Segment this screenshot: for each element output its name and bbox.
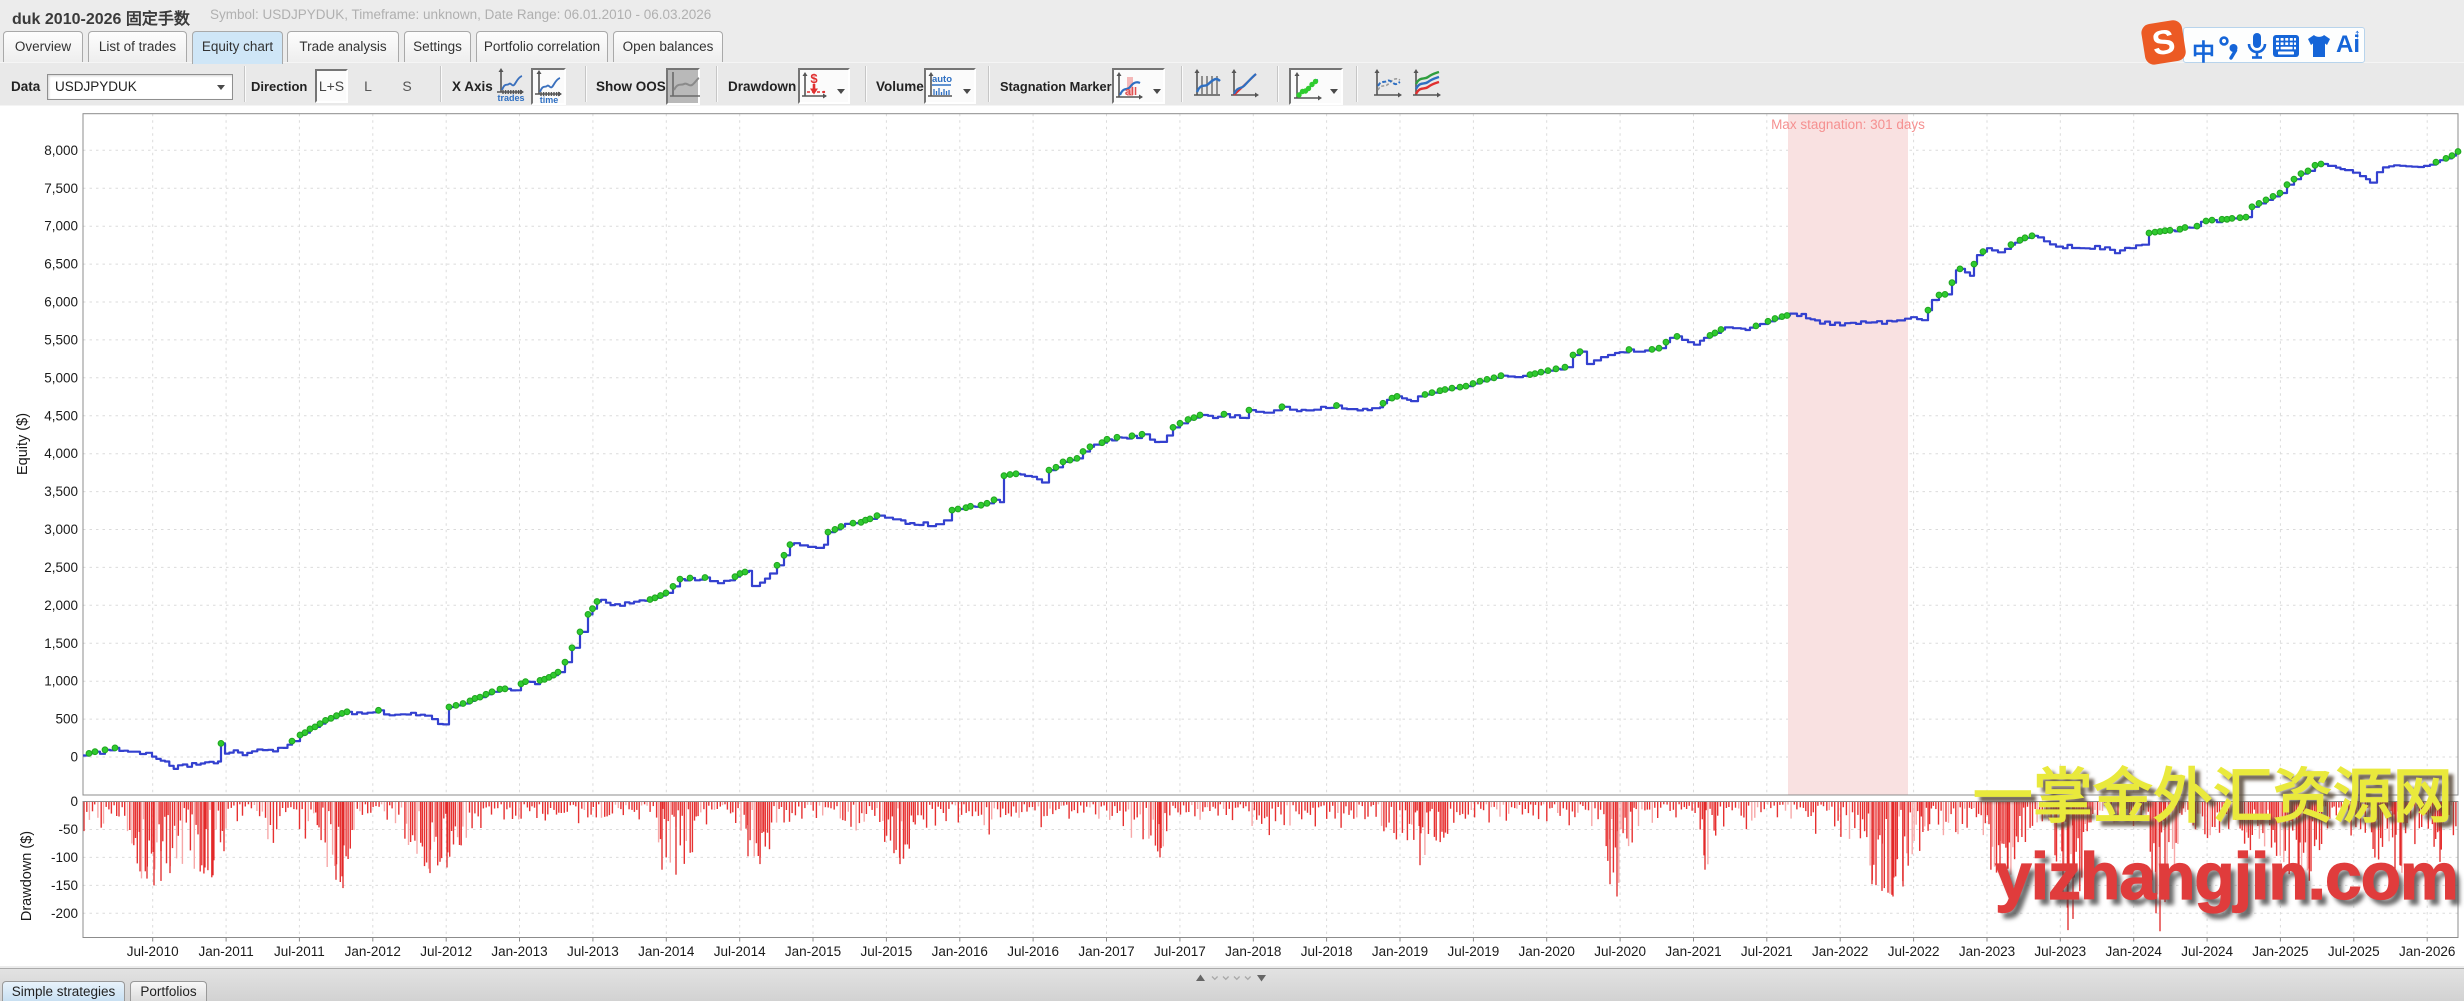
svg-text:Jan-2026: Jan-2026: [2399, 944, 2455, 959]
svg-text:5,500: 5,500: [44, 332, 78, 347]
svg-text:Jan-2014: Jan-2014: [638, 944, 695, 959]
svg-text:-50: -50: [58, 822, 78, 837]
svg-text:0: 0: [70, 794, 78, 809]
svg-text:Jan-2025: Jan-2025: [2252, 944, 2308, 959]
svg-text:Jul-2018: Jul-2018: [1301, 944, 1353, 959]
svg-text:Jan-2011: Jan-2011: [198, 944, 253, 959]
svg-text:Jan-2019: Jan-2019: [1372, 944, 1428, 959]
svg-text:Jul-2017: Jul-2017: [1154, 944, 1206, 959]
svg-text:Jan-2012: Jan-2012: [345, 944, 401, 959]
svg-text:Jul-2015: Jul-2015: [861, 944, 913, 959]
svg-text:1,500: 1,500: [44, 636, 78, 651]
svg-text:Jul-2024: Jul-2024: [2181, 944, 2233, 959]
svg-text:7,000: 7,000: [44, 219, 78, 234]
svg-text:3,500: 3,500: [44, 484, 78, 499]
svg-text:4,000: 4,000: [44, 446, 78, 461]
svg-text:time: time: [540, 95, 559, 104]
svg-text:Jan-2023: Jan-2023: [1959, 944, 2015, 959]
svg-text:Equity ($): Equity ($): [15, 413, 31, 475]
svg-text:8,000: 8,000: [44, 143, 78, 158]
svg-text:Drawdown ($): Drawdown ($): [19, 831, 35, 921]
svg-text:Jul-2023: Jul-2023: [2034, 944, 2086, 959]
svg-text:Jul-2013: Jul-2013: [567, 944, 619, 959]
svg-text:Jan-2024: Jan-2024: [2106, 944, 2163, 959]
svg-text:500: 500: [55, 712, 78, 727]
svg-text:-100: -100: [51, 850, 78, 865]
svg-text:-200: -200: [51, 906, 78, 921]
svg-text:$: $: [810, 71, 818, 86]
svg-text:7,500: 7,500: [44, 181, 78, 196]
svg-text:Jan-2017: Jan-2017: [1078, 944, 1134, 959]
svg-text:0: 0: [70, 750, 78, 765]
svg-text:Jul-2010: Jul-2010: [127, 944, 179, 959]
svg-text:Jul-2025: Jul-2025: [2328, 944, 2380, 959]
svg-text:Jul-2022: Jul-2022: [1888, 944, 1940, 959]
svg-text:2,500: 2,500: [44, 560, 78, 575]
svg-text:-150: -150: [51, 878, 78, 893]
svg-text:Jan-2013: Jan-2013: [491, 944, 547, 959]
svg-text:Jan-2016: Jan-2016: [932, 944, 988, 959]
svg-text:Jul-2021: Jul-2021: [1741, 944, 1793, 959]
svg-text:Jan-2015: Jan-2015: [785, 944, 841, 959]
svg-text:Jul-2012: Jul-2012: [420, 944, 472, 959]
svg-text:trades: trades: [497, 93, 524, 102]
svg-text:Jan-2022: Jan-2022: [1812, 944, 1868, 959]
svg-text:6,500: 6,500: [44, 257, 78, 272]
svg-text:Jan-2018: Jan-2018: [1225, 944, 1281, 959]
svg-text:auto: auto: [932, 74, 952, 85]
svg-text:Jul-2011: Jul-2011: [274, 944, 325, 959]
svg-text:6,000: 6,000: [44, 295, 78, 310]
svg-text:4,500: 4,500: [44, 408, 78, 423]
svg-text:Jul-2020: Jul-2020: [1594, 944, 1646, 959]
svg-text:3,000: 3,000: [44, 522, 78, 537]
svg-text:1,000: 1,000: [44, 674, 78, 689]
svg-text:Jan-2020: Jan-2020: [1519, 944, 1575, 959]
svg-text:Jan-2021: Jan-2021: [1665, 944, 1721, 959]
svg-text:Jul-2014: Jul-2014: [714, 944, 766, 959]
svg-text:Jul-2019: Jul-2019: [1448, 944, 1500, 959]
svg-text:all: all: [1125, 86, 1137, 98]
svg-text:5,000: 5,000: [44, 370, 78, 385]
svg-text:Max stagnation: 301 days: Max stagnation: 301 days: [1771, 117, 1925, 132]
svg-text:2,000: 2,000: [44, 598, 78, 613]
svg-text:Jul-2016: Jul-2016: [1007, 944, 1059, 959]
